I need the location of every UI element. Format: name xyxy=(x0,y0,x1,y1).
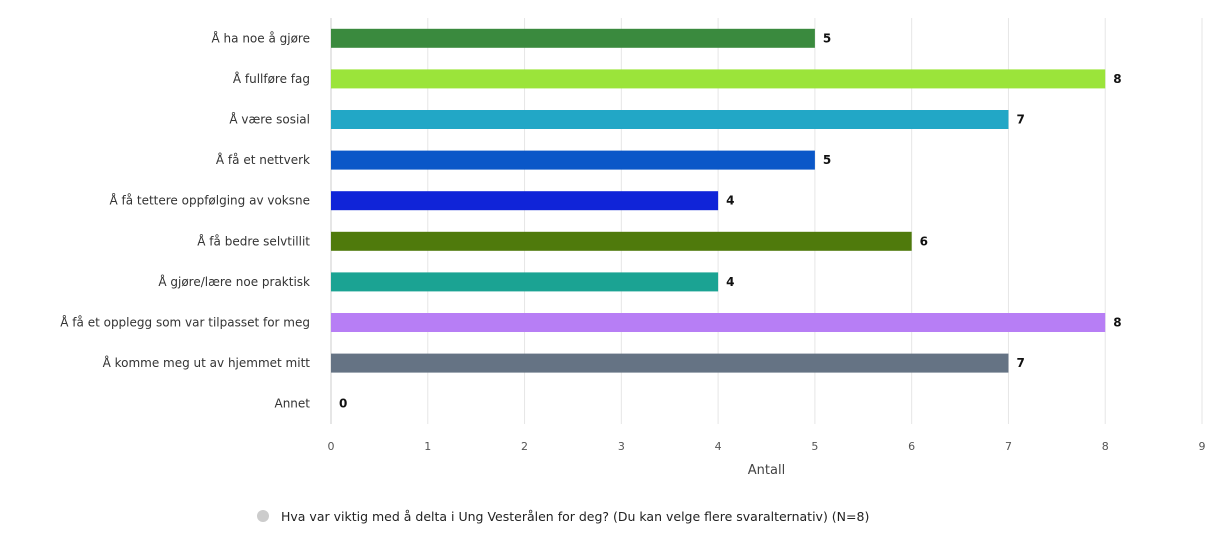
data-label: 0 xyxy=(339,397,347,411)
x-tick-label: 5 xyxy=(811,440,818,453)
legend-label[interactable]: Hva var viktig med å delta i Ung Vesterå… xyxy=(281,509,869,524)
data-label: 7 xyxy=(1016,113,1024,127)
x-tick-label: 2 xyxy=(521,440,528,453)
x-tick-label: 7 xyxy=(1005,440,1012,453)
data-labels: 5 8 7 5 4 6 4 8 7 0 xyxy=(339,31,1122,410)
legend[interactable]: Hva var viktig med å delta i Ung Vesterå… xyxy=(257,509,869,524)
bar[interactable] xyxy=(331,69,1106,89)
data-label: 5 xyxy=(823,31,831,45)
category-labels: Å ha noe å gjøre Å fullføre fag Å være sos… xyxy=(60,30,310,410)
data-label: 4 xyxy=(726,275,734,289)
bar[interactable] xyxy=(331,272,719,292)
category-label: Annet xyxy=(274,397,310,411)
x-tick-label: 0 xyxy=(328,440,335,453)
data-label: 5 xyxy=(823,153,831,167)
bar[interactable] xyxy=(331,353,1009,373)
category-label: Å få bedre selvtillit xyxy=(197,233,310,248)
x-axis-tick-labels: 0 1 2 3 4 5 6 7 8 9 xyxy=(328,440,1206,453)
x-tick-label: 3 xyxy=(618,440,625,453)
bar[interactable] xyxy=(331,231,912,251)
data-label: 4 xyxy=(726,194,734,208)
x-axis-title: Antall xyxy=(748,463,785,478)
category-label: Å få et nettverk xyxy=(216,152,310,167)
data-label: 8 xyxy=(1113,316,1121,330)
bar[interactable] xyxy=(331,110,1009,129)
data-label: 6 xyxy=(920,234,928,248)
legend-marker[interactable] xyxy=(257,510,269,522)
bars xyxy=(331,28,1106,373)
bar[interactable] xyxy=(331,191,719,211)
bar[interactable] xyxy=(331,28,815,48)
x-tick-label: 6 xyxy=(908,440,915,453)
x-tick-label: 1 xyxy=(424,440,431,453)
category-label: Å ha noe å gjøre xyxy=(212,30,310,45)
category-label: Å fullføre fag xyxy=(233,71,310,86)
bar[interactable] xyxy=(331,150,815,170)
category-label: Å være sosial xyxy=(229,112,310,127)
category-label: Å gjøre/lære noe praktisk xyxy=(158,274,310,289)
category-label: Å få tettere oppfølging av voksne xyxy=(109,193,310,208)
x-tick-label: 9 xyxy=(1199,440,1206,453)
category-label: Å få et opplegg som var tilpasset for me… xyxy=(60,315,310,330)
x-tick-label: 4 xyxy=(715,440,722,453)
x-tick-label: 8 xyxy=(1102,440,1109,453)
bar[interactable] xyxy=(331,313,1106,332)
data-label: 7 xyxy=(1016,356,1024,370)
data-label: 8 xyxy=(1113,72,1121,86)
category-label: Å komme meg ut av hjemmet mitt xyxy=(103,355,311,370)
